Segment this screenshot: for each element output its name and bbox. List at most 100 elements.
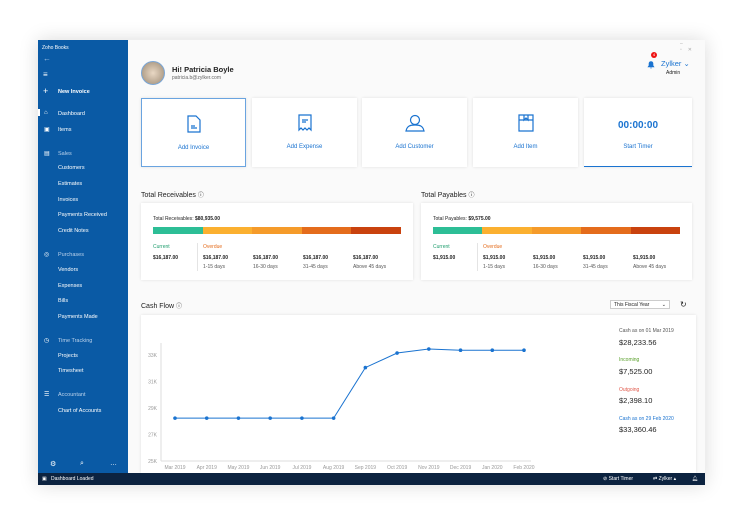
- cashflow-summary: Cash as on 01 Mar 2019 $28,233.56 Incomi…: [619, 328, 674, 435]
- add-expense-label: Add Expense: [286, 144, 323, 150]
- aging-segment[interactable]: [433, 227, 483, 234]
- aging-segment[interactable]: [301, 227, 352, 234]
- back-icon[interactable]: ←: [43, 54, 51, 63]
- sidebar-item-credit-notes[interactable]: Credit Notes: [58, 228, 89, 234]
- x-tick-label: Apr 2019: [197, 465, 218, 471]
- payables-total: Total Payables: $9,575.00: [433, 216, 491, 222]
- outgoing-value: $2,398.10: [619, 396, 653, 405]
- sidebar: Zoho Books ← ≡ + New Invoice ⌂ Dashboard ▣…: [38, 40, 128, 473]
- aging-segment[interactable]: [482, 227, 532, 234]
- bucket-range: Above 45 days: [353, 264, 387, 270]
- aging-segment[interactable]: [153, 227, 203, 234]
- sidebar-item-invoices[interactable]: Invoices: [58, 197, 79, 203]
- window-controls[interactable]: –▫✕: [680, 41, 698, 53]
- aging-segment[interactable]: [252, 227, 302, 234]
- aging-segment[interactable]: [202, 227, 253, 234]
- sidebar-item-bills[interactable]: Bills: [58, 298, 69, 304]
- outgoing-label: Outgoing: [619, 386, 640, 393]
- refresh-icon[interactable]: ↻: [680, 300, 687, 309]
- app-title: Zoho Books: [42, 45, 69, 51]
- bucket-value: $1,915.00: [633, 255, 656, 261]
- active-indicator: [38, 109, 40, 116]
- menu-icon[interactable]: ≡: [43, 70, 48, 79]
- notification-badge: 4: [651, 52, 657, 58]
- aging-segment[interactable]: [581, 227, 631, 234]
- data-point: [363, 365, 368, 370]
- bell-icon[interactable]: 🔔︎: [692, 476, 699, 482]
- invoice-icon: [186, 115, 201, 133]
- sidebar-item-accountant[interactable]: Accountant: [58, 392, 86, 398]
- bucket-range: 1-15 days: [483, 264, 505, 270]
- status-timer[interactable]: ⊘ Start Timer: [603, 476, 634, 482]
- sidebar-item-timesheet[interactable]: Timesheet: [58, 368, 84, 374]
- period-select[interactable]: This Fiscal Year ⌄: [610, 300, 670, 309]
- bucket-range: 31-45 days: [303, 264, 328, 270]
- closing-label: Cash as on 29 Feb 2020: [619, 415, 674, 422]
- sidebar-item-dashboard[interactable]: Dashboard: [58, 111, 85, 117]
- sidebar-item-time-tracking[interactable]: Time Tracking: [58, 338, 93, 344]
- aging-segment[interactable]: [531, 227, 582, 234]
- receivables-aging-bar: [153, 227, 401, 234]
- bucket-range: Above 45 days: [633, 264, 667, 270]
- bucket-value: $16,187.00: [203, 255, 229, 261]
- org-name: Zylker: [661, 59, 682, 68]
- sidebar-item-chart-of-accounts[interactable]: Chart of Accounts: [58, 408, 102, 414]
- payables-aging-bar: [433, 227, 681, 234]
- divider: [477, 243, 478, 271]
- sidebar-item-payments-received[interactable]: Payments Received: [58, 212, 107, 218]
- y-tick-label: 33K: [148, 353, 158, 359]
- user-role: Admin: [666, 70, 681, 76]
- greeting: Hi! Patricia Boyle: [172, 65, 234, 74]
- x-tick-label: Jun 2019: [260, 465, 281, 471]
- feedback-icon[interactable]: ⌕: [80, 460, 84, 467]
- user-email: patricia.b@zylker.com: [172, 75, 221, 81]
- y-tick-label: 31K: [148, 380, 158, 386]
- clock-icon: ◷: [44, 338, 50, 344]
- plus-icon[interactable]: +: [43, 86, 49, 96]
- aging-segment[interactable]: [630, 227, 681, 234]
- data-point: [204, 416, 209, 420]
- org-switcher[interactable]: Zylker ⌄: [661, 59, 690, 68]
- status-text: Dashboard Loaded: [51, 476, 94, 482]
- add-customer-card[interactable]: Add Customer: [362, 98, 467, 167]
- data-point: [236, 416, 241, 420]
- sidebar-item-projects[interactable]: Projects: [58, 353, 78, 359]
- home-icon: ⌂: [44, 110, 48, 116]
- sidebar-item-vendors[interactable]: Vendors: [58, 267, 79, 273]
- status-bar: ▣ Dashboard Loaded ⊘ Start Timer ⇄ Zylke…: [38, 473, 705, 485]
- x-tick-label: Sep 2019: [355, 465, 377, 471]
- sidebar-item-estimates[interactable]: Estimates: [58, 181, 83, 187]
- data-point: [490, 348, 495, 353]
- receivables-total: Total Receivables: $80,935.00: [153, 216, 220, 222]
- data-point: [522, 348, 526, 353]
- info-icon: ⓘ: [176, 304, 183, 310]
- gift-icon: ▣: [42, 476, 47, 482]
- aging-segment[interactable]: [351, 227, 401, 234]
- sidebar-item-expenses[interactable]: Expenses: [58, 283, 83, 289]
- data-point: [173, 416, 177, 420]
- sidebar-item-sales[interactable]: Sales: [58, 151, 72, 157]
- divider: [197, 243, 198, 271]
- x-tick-label: Jan 2020: [482, 465, 503, 471]
- y-tick-label: 29K: [148, 406, 158, 412]
- receipt-icon: [297, 114, 312, 132]
- cashflow-chart: 25K 27K 29K 31K 33K Mar 2019 Apr 2019 May 2019 J…: [148, 343, 535, 471]
- status-org[interactable]: ⇄ Zylker ▴: [653, 476, 677, 482]
- sidebar-item-purchases[interactable]: Purchases: [58, 252, 84, 258]
- sidebar-item-payments-made[interactable]: Payments Made: [58, 314, 98, 320]
- more-icon[interactable]: …: [110, 460, 117, 467]
- new-invoice-button[interactable]: New Invoice: [58, 89, 90, 95]
- start-timer-card[interactable]: 00:00:00 Start Timer: [584, 98, 692, 167]
- bell-icon[interactable]: [647, 60, 655, 69]
- opening-label: Cash as on 01 Mar 2019: [619, 328, 674, 334]
- info-icon: ⓘ: [197, 193, 204, 199]
- box-icon: [517, 114, 534, 132]
- add-invoice-card[interactable]: Add Invoice: [141, 98, 246, 167]
- add-expense-card[interactable]: Add Expense: [252, 98, 357, 167]
- sidebar-item-customers[interactable]: Customers: [58, 165, 85, 171]
- overdue-label: Overdue: [203, 244, 223, 250]
- add-item-card[interactable]: Add Item: [473, 98, 578, 167]
- sidebar-item-items[interactable]: Items: [58, 127, 72, 133]
- gear-icon[interactable]: ⚙: [50, 461, 57, 468]
- bucket-range: 1-15 days: [203, 264, 225, 270]
